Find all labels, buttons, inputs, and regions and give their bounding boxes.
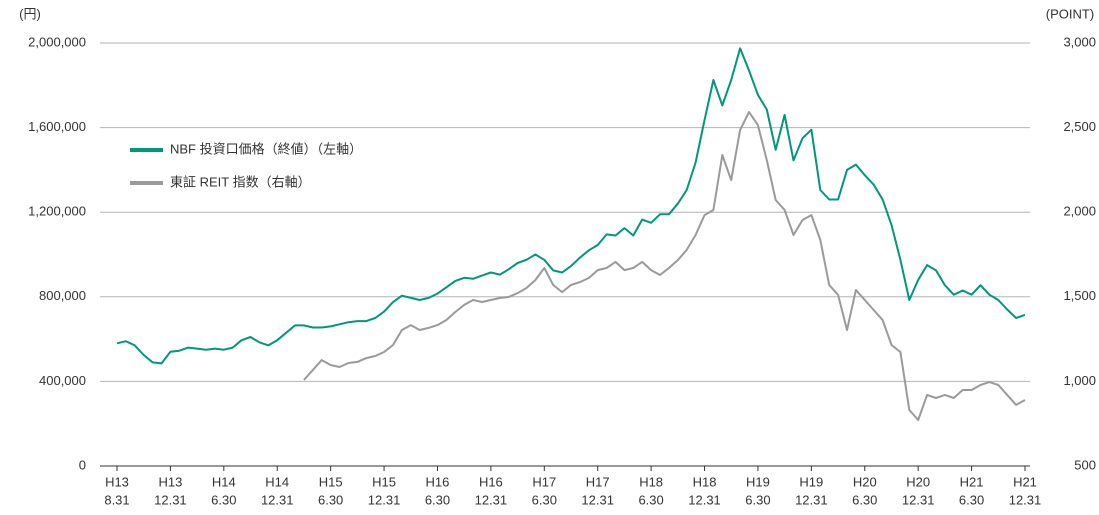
x-tick-label: 6.30	[959, 492, 984, 507]
y2-tick-label: 1,500	[1063, 288, 1096, 303]
x-tick-label: H20	[906, 474, 930, 489]
line-series	[116, 47, 1026, 365]
x-tick-label: 12.31	[902, 492, 935, 507]
x-tick-label: 12.31	[475, 492, 508, 507]
x-tick-label: H20	[853, 474, 877, 489]
y-tick-label: 2,000,000	[28, 34, 86, 49]
x-tick-label: H15	[319, 474, 343, 489]
x-tick-label: H14	[265, 474, 289, 489]
y2-tick-label: 1,000	[1063, 373, 1096, 388]
y-tick-label: 0	[79, 457, 86, 472]
x-tick-label: 12.31	[154, 492, 187, 507]
x-tick-label: 6.30	[211, 492, 236, 507]
y-tick-label: 800,000	[39, 288, 86, 303]
y-axis-label: (円)	[19, 6, 41, 21]
legend-label: 東証 REIT 指数（右軸）	[170, 174, 311, 189]
x-tick-label: H18	[639, 474, 663, 489]
x-tick-label: 6.30	[532, 492, 557, 507]
x-tick-label: 12.31	[368, 492, 401, 507]
x-tick-label: H17	[586, 474, 610, 489]
x-tick-label: H15	[372, 474, 396, 489]
y2-tick-label: 3,000	[1063, 34, 1096, 49]
x-tick-label: 12.31	[261, 492, 294, 507]
x-tick-label: 6.30	[318, 492, 343, 507]
x-tick-label: 12.31	[795, 492, 828, 507]
y-tick-label: 1,600,000	[28, 119, 86, 134]
x-tick-label: 12.31	[581, 492, 614, 507]
x-tick-label: H19	[746, 474, 770, 489]
legend-label: NBF 投資口価格（終値）（左軸）	[170, 141, 362, 156]
x-tick-label: 6.30	[638, 492, 663, 507]
x-tick-label: H17	[532, 474, 556, 489]
x-tick-label: 8.31	[104, 492, 129, 507]
line-series	[303, 111, 1026, 421]
x-tick-label: H21	[1013, 474, 1037, 489]
x-tick-label: H13	[105, 474, 129, 489]
x-tick-label: H19	[799, 474, 823, 489]
x-tick-label: 6.30	[745, 492, 770, 507]
x-tick-label: H13	[158, 474, 182, 489]
x-tick-label: H16	[426, 474, 450, 489]
x-tick-label: 12.31	[688, 492, 721, 507]
x-tick-label: H21	[960, 474, 984, 489]
x-tick-label: 6.30	[425, 492, 450, 507]
y2-axis-label: (POINT)	[1046, 6, 1094, 21]
y-tick-label: 400,000	[39, 373, 86, 388]
x-tick-label: 6.30	[852, 492, 877, 507]
x-tick-label: H16	[479, 474, 503, 489]
y2-tick-label: 2,500	[1063, 119, 1096, 134]
x-tick-label: 12.31	[1009, 492, 1042, 507]
x-tick-label: H14	[212, 474, 236, 489]
x-tick-label: H18	[693, 474, 717, 489]
y2-tick-label: 2,000	[1063, 204, 1096, 219]
y-tick-label: 1,200,000	[28, 204, 86, 219]
y2-tick-label: 500	[1074, 457, 1096, 472]
